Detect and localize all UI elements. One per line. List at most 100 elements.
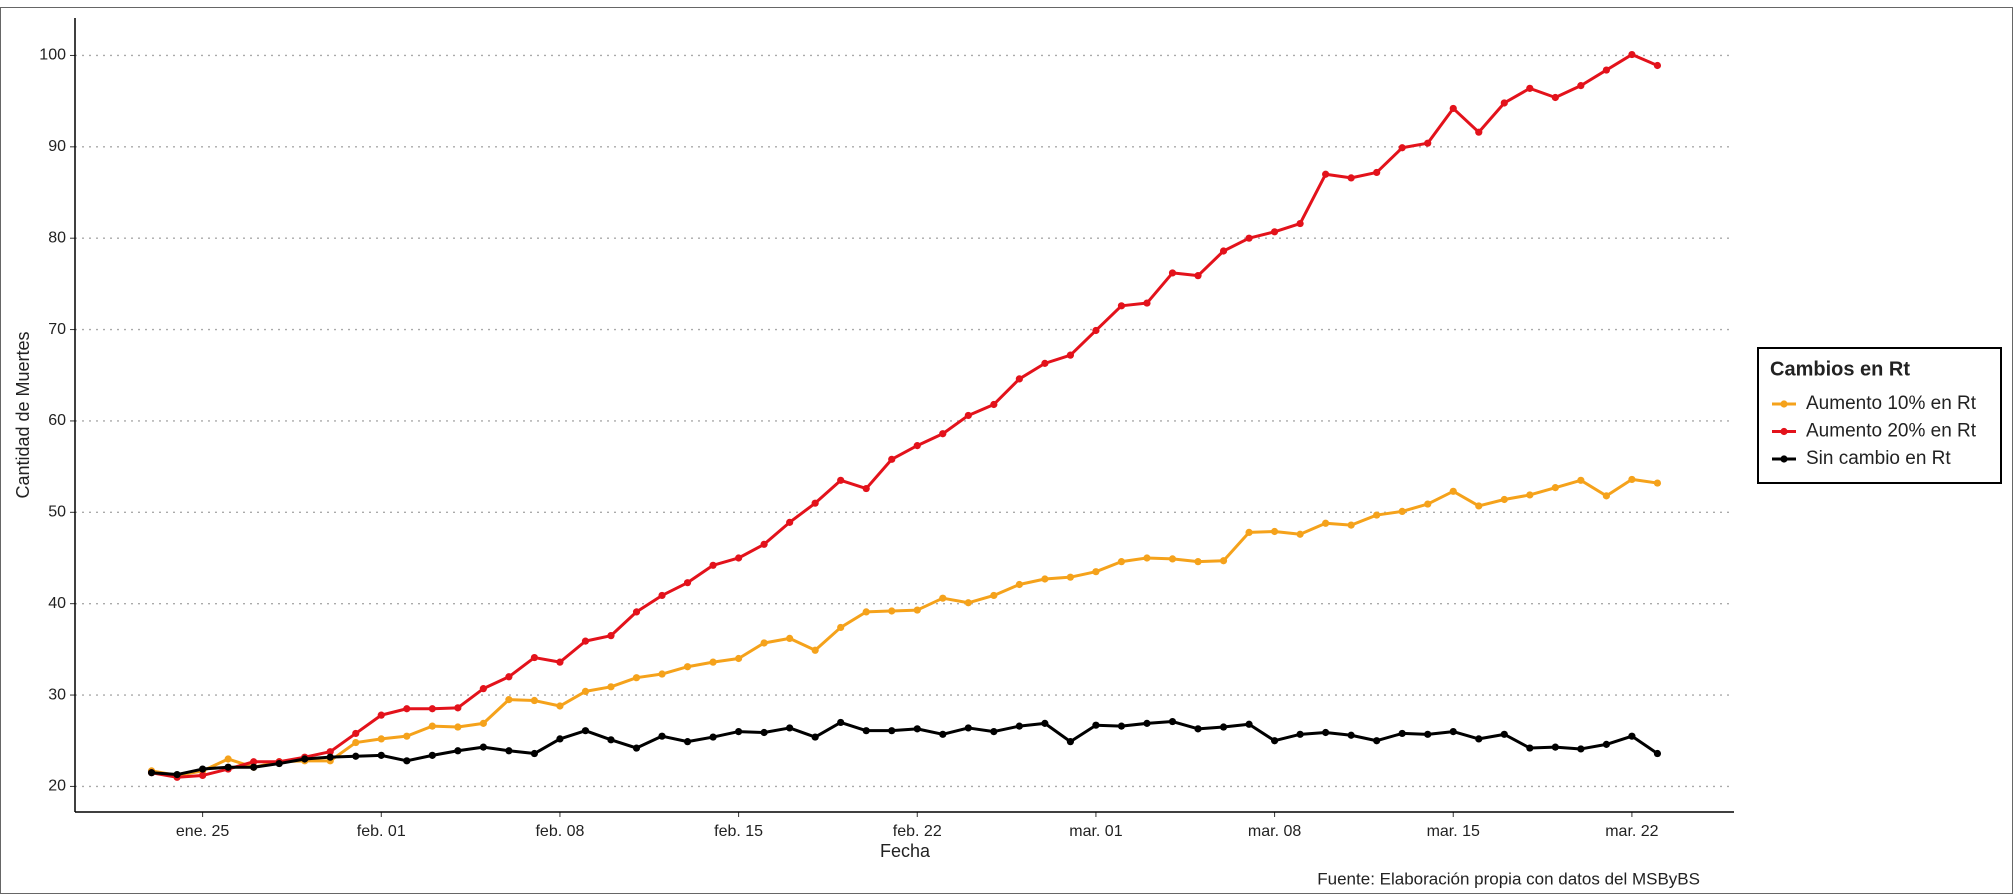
x-axis-label: Fecha xyxy=(880,841,931,861)
series-line xyxy=(151,53,1659,779)
x-tick-label: feb. 22 xyxy=(893,823,942,840)
x-tick-label: mar. 22 xyxy=(1605,823,1658,840)
data-point xyxy=(1424,139,1432,147)
data-point xyxy=(1143,719,1151,727)
data-point xyxy=(786,634,794,642)
data-point xyxy=(403,705,411,713)
data-point xyxy=(275,759,283,768)
data-point xyxy=(377,711,385,719)
data-point xyxy=(632,674,641,682)
data-point xyxy=(786,724,794,732)
legend-title: Cambios en Rt xyxy=(1770,358,1910,380)
data-point xyxy=(530,696,539,705)
data-point xyxy=(1092,326,1100,335)
data-point xyxy=(1347,521,1355,529)
data-point xyxy=(326,748,334,756)
data-point xyxy=(1577,476,1585,484)
data-point xyxy=(1398,507,1406,515)
data-point xyxy=(1475,128,1483,136)
data-point xyxy=(1653,749,1662,758)
data-point xyxy=(709,733,717,741)
y-tick-label: 90 xyxy=(48,138,66,155)
data-point xyxy=(377,735,385,743)
series-line xyxy=(151,477,1658,777)
data-point xyxy=(454,723,462,731)
data-point xyxy=(352,729,360,738)
data-point xyxy=(454,704,462,712)
data-point xyxy=(607,683,615,691)
data-point xyxy=(1449,487,1457,495)
data-point xyxy=(1551,93,1559,102)
y-tick-label: 100 xyxy=(39,47,66,64)
data-point xyxy=(683,579,692,587)
data-point xyxy=(1551,743,1559,751)
x-tick-label: mar. 15 xyxy=(1427,823,1480,840)
data-point xyxy=(1296,219,1304,228)
data-point xyxy=(1194,272,1202,280)
data-point xyxy=(1168,555,1177,563)
y-tick-label: 70 xyxy=(48,321,66,338)
data-point xyxy=(913,725,921,733)
data-point xyxy=(1526,744,1534,752)
y-tick-label: 50 xyxy=(48,504,66,521)
data-point xyxy=(1526,491,1534,499)
data-point xyxy=(888,727,896,735)
data-point xyxy=(786,518,794,526)
data-point xyxy=(1475,735,1483,743)
data-point xyxy=(1245,720,1253,728)
data-point xyxy=(683,663,692,671)
data-point xyxy=(1449,727,1457,736)
data-point xyxy=(1475,502,1483,510)
x-tick-label: feb. 08 xyxy=(535,823,584,840)
data-point xyxy=(1551,484,1559,492)
data-point xyxy=(199,771,207,780)
data-point xyxy=(1194,725,1202,733)
data-point xyxy=(837,718,845,727)
y-axis-label: Cantidad de Muertes xyxy=(13,331,33,498)
data-point xyxy=(1015,580,1023,589)
data-point xyxy=(964,724,972,732)
data-point xyxy=(939,594,947,602)
x-tick-label: mar. 08 xyxy=(1248,823,1301,840)
data-point xyxy=(1143,299,1151,307)
data-point xyxy=(1628,50,1636,59)
data-point xyxy=(352,752,360,760)
data-point xyxy=(1577,745,1585,753)
data-point xyxy=(1015,375,1023,383)
data-point xyxy=(479,685,487,693)
data-point xyxy=(913,606,921,614)
legend-swatch-dot xyxy=(1780,455,1788,463)
legend-label: Aumento 20% en Rt xyxy=(1806,421,1977,442)
data-point xyxy=(1041,359,1049,367)
data-point xyxy=(709,658,717,666)
data-point xyxy=(760,639,768,647)
data-point xyxy=(1322,728,1330,737)
data-point xyxy=(658,670,666,678)
data-point xyxy=(199,765,207,773)
y-tick-label: 80 xyxy=(48,229,66,246)
data-point xyxy=(581,637,590,645)
data-point xyxy=(1373,168,1381,177)
data-point xyxy=(556,702,564,710)
data-point xyxy=(1066,573,1074,581)
data-point xyxy=(377,751,385,759)
data-point xyxy=(530,653,539,662)
data-point xyxy=(1066,351,1074,359)
x-tick-label: ene. 25 xyxy=(176,823,229,840)
y-tick-label: 40 xyxy=(48,595,66,612)
series-line xyxy=(151,720,1659,777)
data-point xyxy=(1245,528,1253,537)
data-point xyxy=(939,730,947,738)
data-point xyxy=(505,673,513,681)
y-tick-label: 20 xyxy=(48,778,66,795)
data-point xyxy=(1373,737,1381,745)
data-point xyxy=(428,722,436,730)
data-point xyxy=(1424,730,1432,738)
data-point xyxy=(556,735,564,743)
data-point xyxy=(505,747,513,755)
data-point xyxy=(811,499,819,507)
data-point xyxy=(939,430,947,438)
data-point xyxy=(1602,740,1610,748)
data-point xyxy=(428,705,436,713)
